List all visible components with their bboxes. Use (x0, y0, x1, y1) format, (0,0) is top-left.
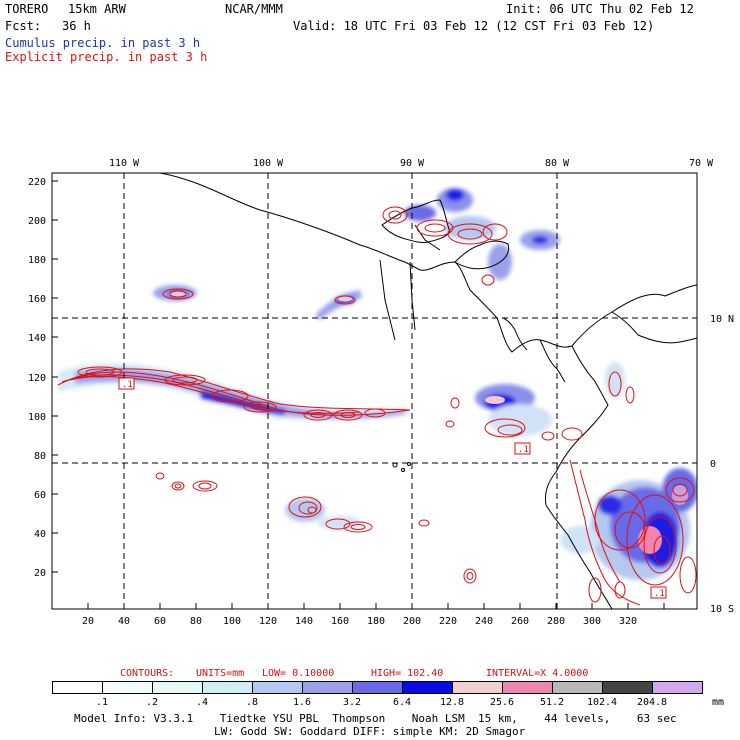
lon-label-100w: 100 W (253, 158, 284, 169)
lon-label-80w: 80 W (545, 158, 570, 169)
contours-units: UNITS=mm (196, 668, 245, 679)
lat-label-10s: 10 S (710, 604, 734, 615)
y-axis (52, 180, 58, 573)
map-plot-area: .1 .1 .1 (52, 173, 697, 609)
legend-label: 12.8 (439, 697, 465, 708)
legend-label: 6.4 (392, 697, 412, 708)
explicit-precip-contours (57, 206, 697, 606)
x-tick-label: 60 (154, 616, 166, 627)
legend-swatch (252, 681, 303, 694)
y-tick-label: 60 (34, 490, 46, 501)
forecast-label: Fcst: (5, 19, 42, 33)
explicit-precip-title: Explicit precip. in past 3 h (5, 50, 208, 64)
y-tick-label: 80 (34, 451, 46, 462)
x-tick-label: 140 (295, 616, 313, 627)
organization-label: NCAR/MMM (225, 2, 283, 16)
y-tick-label: 160 (28, 294, 46, 305)
lon-label-90w: 90 W (400, 158, 425, 169)
legend-swatch (652, 681, 703, 694)
model-name: TORERO (5, 2, 49, 16)
x-tick-labels: 20 40 60 80 100 120 140 160 180 200 220 … (82, 616, 637, 627)
legend-label: 1.6 (292, 697, 312, 708)
x-tick-label: 240 (475, 616, 493, 627)
lat-label-0: 0 (710, 459, 716, 470)
y-tick-label: 220 (28, 177, 46, 188)
x-tick-label: 220 (439, 616, 457, 627)
contours-label: CONTOURS: (120, 668, 175, 679)
y-tick-label: 200 (28, 216, 46, 227)
legend-swatch (102, 681, 153, 694)
x-tick-label: 280 (547, 616, 565, 627)
x-tick-label: 120 (259, 616, 277, 627)
contour-label-2: .1 (518, 445, 529, 455)
lon-label-110w: 110 W (109, 158, 140, 169)
legend-label: .1 (95, 697, 109, 708)
legend-label: 204.8 (636, 697, 668, 708)
legend-label: 102.4 (586, 697, 618, 708)
y-tick-label: 120 (28, 373, 46, 384)
cumulus-precip-title: Cumulus precip. in past 3 h (5, 36, 201, 50)
x-tick-label: 260 (511, 616, 529, 627)
precip-map: .1 .1 .1 110 W 100 W 90 W 80 W 70 W 10 N… (28, 158, 734, 627)
legend-label: .2 (145, 697, 159, 708)
x-tick-label: 180 (367, 616, 385, 627)
lon-label-70w: 70 W (689, 158, 714, 169)
x-tick-label: 100 (223, 616, 241, 627)
lon-labels: 110 W 100 W 90 W 80 W 70 W (109, 158, 714, 169)
y-tick-label: 40 (34, 529, 46, 540)
legend-swatch (552, 681, 603, 694)
valid-time: Valid: 18 UTC Fri 03 Feb 12 (12 CST Fri … (293, 19, 655, 33)
model-info-line-1: Model Info: V3.3.1 Tiedtke YSU PBL Thomp… (74, 712, 677, 725)
contour-label-1: .1 (122, 380, 133, 390)
legend-label: .4 (195, 697, 209, 708)
legend-swatch (452, 681, 503, 694)
legend-unit: mm (712, 697, 725, 708)
x-tick-label: 200 (403, 616, 421, 627)
x-tick-label: 300 (583, 616, 601, 627)
legend-swatch (352, 681, 403, 694)
y-tick-labels: 220 200 180 160 140 120 100 80 60 40 20 (28, 177, 46, 579)
contours-low: LOW= 0.10000 (262, 668, 335, 679)
y-tick-label: 140 (28, 333, 46, 344)
legend-label: 25.6 (489, 697, 515, 708)
init-time: Init: 06 UTC Thu 02 Feb 12 (506, 2, 694, 16)
lat-labels: 10 N 0 10 S (710, 314, 734, 615)
x-tick-label: 80 (190, 616, 202, 627)
legend-swatch (152, 681, 203, 694)
legend-swatch (402, 681, 453, 694)
lat-lon-grid (52, 173, 697, 609)
x-tick-label: 20 (82, 616, 94, 627)
legend-swatch (502, 681, 553, 694)
map-frame (51, 172, 698, 610)
legend-label: 51.2 (539, 697, 565, 708)
contours-high: HIGH= 102.40 (371, 668, 444, 679)
heavy-precip-shading (169, 291, 688, 554)
contour-label-boxes: .1 .1 .1 (118, 377, 667, 599)
y-tick-label: 20 (34, 568, 46, 579)
x-tick-label: 160 (331, 616, 349, 627)
model-info-line-2: LW: Godd SW: Goddard DIFF: simple KM: 2D… (214, 725, 526, 738)
contour-label-3: .1 (654, 589, 665, 599)
x-tick-label: 320 (619, 616, 637, 627)
legend-swatch (302, 681, 353, 694)
legend-swatch (52, 681, 103, 694)
legend-label: 3.2 (342, 697, 362, 708)
lat-label-10n: 10 N (710, 314, 734, 325)
contours-interval: INTERVAL=X 4.0000 (486, 668, 589, 679)
y-tick-label: 180 (28, 255, 46, 266)
legend-swatch (202, 681, 253, 694)
x-axis (87, 603, 665, 609)
legend-swatch (602, 681, 653, 694)
coastlines (159, 173, 697, 609)
x-tick-label: 40 (118, 616, 130, 627)
forecast-hour: 36 h (62, 19, 91, 33)
cumulus-precip-shading (58, 188, 697, 580)
y-tick-label: 100 (28, 412, 46, 423)
model-resolution: 15km ARW (68, 2, 126, 16)
legend-label: .8 (245, 697, 259, 708)
